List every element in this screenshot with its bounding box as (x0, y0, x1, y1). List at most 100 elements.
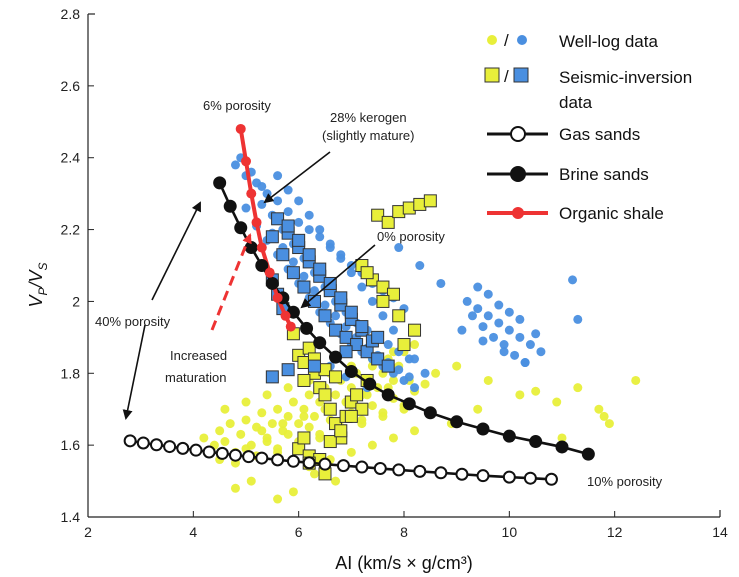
well-log-yellow-point (594, 404, 604, 414)
well-log-yellow-point (262, 437, 272, 447)
forty-porosity-arrow-up (151, 201, 201, 301)
well-log-yellow-point (331, 390, 341, 400)
well-log-blue-point (394, 243, 404, 253)
seismic-blue-point (265, 230, 279, 244)
well-log-blue-point (568, 275, 578, 285)
well-log-blue-point (378, 311, 388, 321)
brine-sands-point (213, 176, 227, 190)
seismic-yellow-point (397, 338, 411, 352)
y-tick-label: 1.6 (61, 437, 81, 453)
well-log-yellow-point (531, 386, 541, 396)
well-log-blue-point (283, 185, 293, 195)
gas-sands-point (228, 448, 242, 462)
seismic-blue-point (339, 330, 353, 344)
well-log-yellow-point (241, 415, 251, 425)
well-log-blue-point (473, 282, 483, 292)
seismic-yellow-point (344, 409, 358, 423)
well-log-blue-point (436, 278, 446, 288)
well-log-blue-point (367, 296, 377, 306)
well-log-blue-point (410, 354, 420, 364)
well-log-blue-point (315, 232, 325, 242)
well-log-yellow-point (236, 429, 246, 439)
y-tick-label: 2.8 (61, 6, 81, 22)
gas-sands-point (502, 470, 516, 484)
well-log-yellow-point (357, 419, 367, 429)
seismic-yellow-point (334, 424, 348, 438)
y-tick-label: 2.2 (61, 222, 81, 238)
well-log-yellow-point (230, 483, 240, 493)
well-log-yellow-point (199, 433, 209, 443)
gas-sands-point (413, 464, 427, 478)
seismic-blue-point (355, 320, 369, 334)
svg-text:VP/VS: VP/VS (26, 262, 50, 307)
seismic-yellow-point (355, 402, 369, 416)
seismic-blue-point (381, 359, 395, 373)
well-log-blue-point (304, 225, 314, 235)
y-tick-label: 1.8 (61, 365, 81, 381)
well-log-blue-point (383, 340, 393, 350)
gas-sands-point (392, 463, 406, 477)
y-axis-title-v: V (26, 294, 46, 308)
well-log-yellow-point (304, 422, 314, 432)
well-log-blue-point (473, 304, 483, 314)
well-log-blue-point (499, 340, 509, 350)
well-log-blue-point (483, 289, 493, 299)
well-log-yellow-point (225, 419, 235, 429)
well-log-blue-point (262, 189, 272, 199)
well-log-yellow-point (304, 390, 314, 400)
well-log-blue-point (241, 203, 251, 213)
seismic-blue-point (350, 338, 364, 352)
well-log-blue-point (520, 358, 530, 368)
legend-well-blue-marker (517, 35, 527, 45)
well-log-blue-point (257, 181, 267, 191)
seismic-yellow-layer (286, 194, 437, 481)
organic-shale-point (285, 321, 296, 332)
brine-sands-point (450, 415, 464, 429)
seismic-blue-point (371, 352, 385, 366)
zero-porosity-label: 0% porosity (377, 229, 445, 244)
well-log-blue-point (331, 311, 341, 321)
well-log-yellow-point (309, 469, 319, 479)
seismic-blue-point (318, 309, 332, 323)
seismic-blue-point (329, 323, 343, 337)
x-tick-label: 10 (502, 524, 518, 540)
well-log-yellow-point (420, 379, 430, 389)
well-log-blue-point (299, 271, 309, 281)
well-log-blue-point (273, 196, 283, 206)
gas-sands-point (242, 450, 256, 464)
gas-sands-point (355, 460, 369, 474)
seismic-yellow-point (297, 431, 311, 445)
well-log-blue-point (394, 365, 404, 375)
well-log-yellow-point (262, 390, 272, 400)
well-log-yellow-point (410, 426, 420, 436)
well-log-blue-point (288, 257, 298, 267)
well-log-blue-point (336, 253, 346, 263)
x-tick-label: 4 (189, 524, 197, 540)
well-log-yellow-point (267, 419, 277, 429)
gas-sands-point (455, 467, 469, 481)
gas-sands-point (476, 469, 490, 483)
seismic-blue-point (297, 280, 311, 294)
brine-sands-point (300, 321, 314, 335)
well-log-yellow-point (573, 383, 583, 393)
brine-sands-point (381, 388, 395, 402)
well-log-blue-point (404, 372, 414, 382)
legend: / Well-log data / Seismic-inversion data… (484, 31, 692, 223)
well-log-yellow-point (473, 404, 483, 414)
seismic-yellow-point (297, 373, 311, 387)
brine-sands-point (423, 406, 437, 420)
forty-porosity-label: 40% porosity (95, 314, 171, 329)
organic-shale-point (241, 156, 251, 167)
gas-sands-point (286, 454, 300, 468)
seismic-blue-point (302, 248, 316, 262)
axis-ticks (87, 13, 721, 518)
seismic-blue-point (271, 212, 285, 226)
well-log-yellow-point (552, 397, 562, 407)
well-log-yellow-point (431, 368, 441, 378)
legend-brine-marker (510, 166, 526, 182)
well-log-blue-layer (230, 153, 583, 393)
brine-sands-point (476, 422, 490, 436)
well-log-blue-point (494, 300, 504, 310)
brine-sands-point (555, 440, 569, 454)
